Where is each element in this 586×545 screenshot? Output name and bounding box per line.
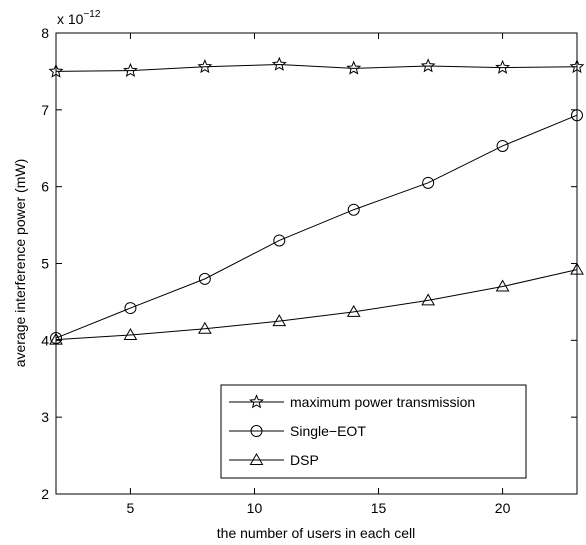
legend-marker-1 xyxy=(250,425,263,437)
data-point-1-7 xyxy=(571,109,583,122)
data-point-1-5 xyxy=(422,176,435,189)
data-point-2-6 xyxy=(495,279,510,292)
x-tick-label: 15 xyxy=(371,500,387,516)
y-tick-label: 3 xyxy=(41,409,49,425)
series-1 xyxy=(50,109,583,345)
y-axis-label: average interference power (mW) xyxy=(12,159,28,368)
legend-label-1: Single−EOT xyxy=(290,423,366,439)
series-line-2 xyxy=(55,269,578,341)
series-group xyxy=(48,56,585,345)
data-point-0-0 xyxy=(48,63,64,78)
legend-marker-0 xyxy=(249,394,264,409)
data-point-2-0 xyxy=(49,332,63,345)
axis-ticks: 5 10 15 20 2 3 4 5 6 7 8 xyxy=(41,25,577,516)
data-point-0-6 xyxy=(495,59,510,74)
data-point-1-6 xyxy=(496,139,509,152)
data-point-1-4 xyxy=(347,203,360,216)
y-tick-label: 8 xyxy=(41,25,49,41)
y-tick-label: 5 xyxy=(41,256,49,272)
data-point-0-2 xyxy=(197,59,213,74)
y-axis-multiplier: x 10−12 xyxy=(57,9,101,27)
series-line-0 xyxy=(55,63,578,72)
data-point-2-5 xyxy=(421,293,436,306)
data-point-2-2 xyxy=(197,321,212,334)
data-point-0-7 xyxy=(569,59,585,74)
y-axis-exponent: −12 xyxy=(83,9,100,20)
legend: maximum power transmission Single−EOT DSP xyxy=(220,384,527,479)
x-axis-label: the number of users in each cell xyxy=(217,525,415,541)
legend-label-2: DSP xyxy=(290,452,319,468)
data-point-0-1 xyxy=(123,62,138,77)
x-tick-label: 5 xyxy=(127,500,135,516)
data-point-2-3 xyxy=(272,314,287,327)
legend-marker-2 xyxy=(249,452,264,465)
data-point-1-3 xyxy=(273,234,286,247)
data-point-1-0 xyxy=(50,332,62,345)
data-point-1-2 xyxy=(198,272,211,285)
data-point-0-3 xyxy=(271,56,287,71)
data-point-0-4 xyxy=(346,60,362,75)
y-tick-label: 4 xyxy=(41,332,49,348)
x-tick-label: 10 xyxy=(247,500,263,516)
series-line-1 xyxy=(55,114,578,339)
y-tick-label: 6 xyxy=(41,179,49,195)
legend-label-0: maximum power transmission xyxy=(290,394,475,410)
series-2 xyxy=(49,262,584,345)
data-point-1-1 xyxy=(124,302,137,315)
y-tick-label: 7 xyxy=(41,102,49,118)
data-point-2-1 xyxy=(123,327,138,340)
x-tick-label: 20 xyxy=(495,500,511,516)
data-point-0-5 xyxy=(420,58,436,73)
series-0 xyxy=(48,56,585,78)
y-tick-label: 2 xyxy=(41,486,49,502)
data-point-2-7 xyxy=(570,262,584,275)
data-point-2-4 xyxy=(346,304,361,317)
